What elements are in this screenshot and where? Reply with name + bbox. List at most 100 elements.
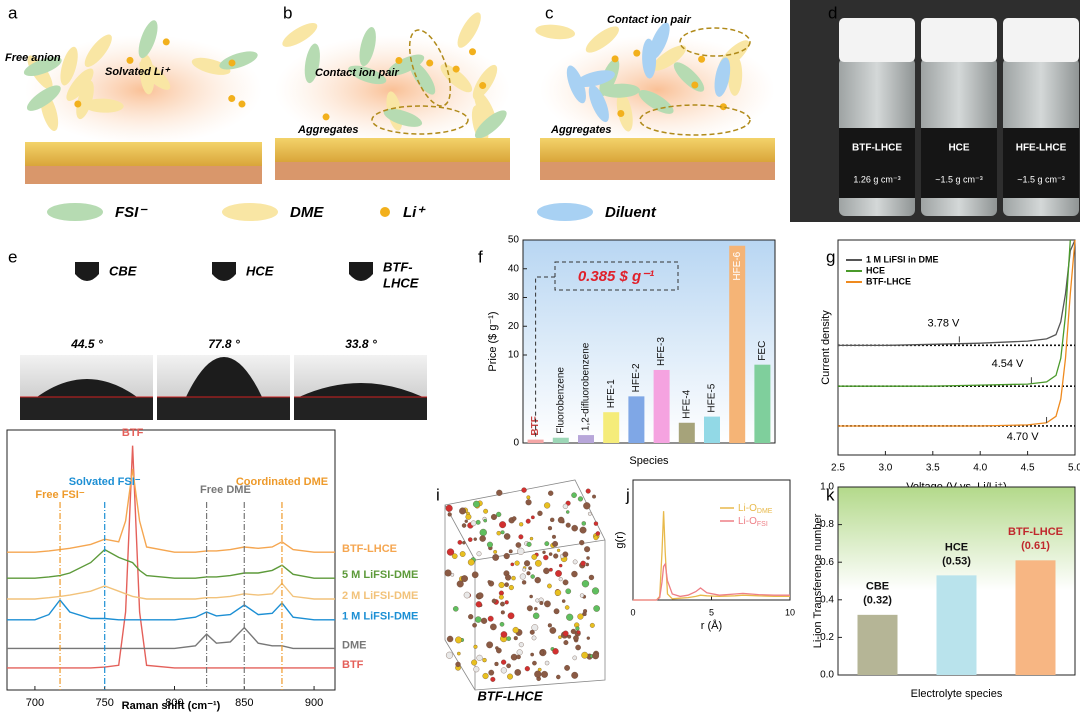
atom	[548, 490, 554, 496]
series-line	[7, 445, 335, 669]
y-axis-label: g(r)	[614, 531, 626, 548]
atom	[547, 526, 553, 531]
atom	[455, 636, 462, 644]
li-ion	[228, 59, 236, 67]
atom	[556, 674, 561, 680]
atom	[461, 575, 468, 582]
legend-subscript: DME	[757, 508, 773, 515]
atom	[524, 666, 530, 672]
molecule	[83, 98, 124, 113]
x-axis-label: Raman shift (cm⁻¹)	[122, 700, 221, 712]
category-label: HFE-3	[656, 337, 667, 366]
atom	[565, 522, 571, 528]
atom	[481, 617, 488, 624]
bar	[603, 412, 620, 443]
schematic-label: Aggregates	[297, 124, 359, 136]
atom	[524, 560, 531, 567]
x-axis-label: Electrolyte species	[911, 688, 1003, 700]
molecule	[383, 108, 423, 127]
atom	[457, 651, 461, 656]
legend-label: FSI⁻	[115, 204, 148, 221]
x-tick-label: 0	[630, 607, 635, 617]
atom	[487, 615, 494, 622]
atom	[508, 585, 514, 591]
atom	[537, 510, 543, 516]
legend-label: HCE	[866, 265, 885, 275]
cell-box	[444, 479, 606, 691]
atom	[593, 521, 599, 526]
atom	[575, 626, 580, 631]
atom	[501, 659, 507, 665]
atom	[587, 511, 592, 516]
atom	[552, 540, 559, 547]
atom	[467, 537, 473, 542]
atom	[526, 541, 532, 547]
atom	[486, 641, 494, 649]
atom	[526, 571, 531, 576]
atom	[558, 563, 563, 568]
x-tick-label: 900	[305, 697, 323, 709]
atom	[479, 535, 486, 542]
series-label: BTF	[342, 659, 364, 671]
atom	[496, 647, 502, 654]
x-tick-label: 850	[235, 697, 253, 709]
sessile-drop	[299, 383, 423, 397]
surface	[294, 397, 427, 420]
molecule	[649, 22, 670, 60]
legend-swatch	[222, 203, 278, 221]
atom	[493, 549, 498, 554]
surface	[157, 397, 290, 420]
substrate-base	[540, 162, 775, 180]
annotation: 3.78 V	[928, 317, 960, 329]
atom	[496, 531, 501, 536]
annotation: Free FSI⁻	[35, 489, 84, 501]
molecule	[191, 57, 231, 75]
atom	[488, 669, 495, 676]
molecule	[304, 43, 320, 84]
li-ion	[452, 65, 460, 73]
atom	[565, 588, 572, 595]
molecule	[138, 20, 158, 59]
atom	[446, 635, 454, 643]
atom	[535, 559, 542, 567]
atom	[530, 652, 535, 657]
atom	[499, 621, 505, 627]
atom	[535, 598, 540, 603]
atom	[470, 520, 477, 527]
bar	[678, 422, 695, 443]
atom	[508, 549, 513, 554]
category-label: HFE-2	[631, 363, 642, 392]
glow	[540, 35, 775, 145]
atom	[494, 661, 499, 667]
series-label: 1 M LiFSI-DME	[342, 611, 418, 623]
category-label: Fluorobenzene	[555, 367, 566, 434]
atom	[471, 571, 479, 579]
atom	[518, 642, 524, 648]
legend-label: Li⁺	[403, 204, 426, 221]
atom	[579, 526, 587, 534]
bar	[628, 396, 645, 443]
annotation-box	[554, 261, 679, 291]
legend-subscript: FSI	[757, 521, 768, 528]
atom	[496, 511, 502, 518]
atom	[521, 487, 527, 493]
atom	[554, 589, 562, 596]
y-tick-label: 10	[508, 350, 520, 361]
li-ion	[238, 100, 246, 108]
atom	[453, 606, 459, 612]
atom	[528, 566, 532, 571]
li-ion	[479, 82, 487, 90]
molecule	[474, 110, 507, 139]
vial-density: ~1.5 g cm⁻³	[1017, 174, 1065, 184]
panel-label: c	[545, 3, 554, 22]
substrate-base	[25, 166, 262, 184]
atom	[562, 579, 569, 586]
atom	[547, 623, 552, 628]
x-tick-label: 700	[26, 697, 44, 709]
category-label: BTF-LHCE	[1008, 526, 1063, 538]
atom	[483, 518, 488, 523]
atom	[475, 601, 482, 608]
atom	[583, 609, 588, 614]
y-axis-label: Li-ion Transference number	[812, 513, 824, 648]
atom	[557, 516, 565, 524]
